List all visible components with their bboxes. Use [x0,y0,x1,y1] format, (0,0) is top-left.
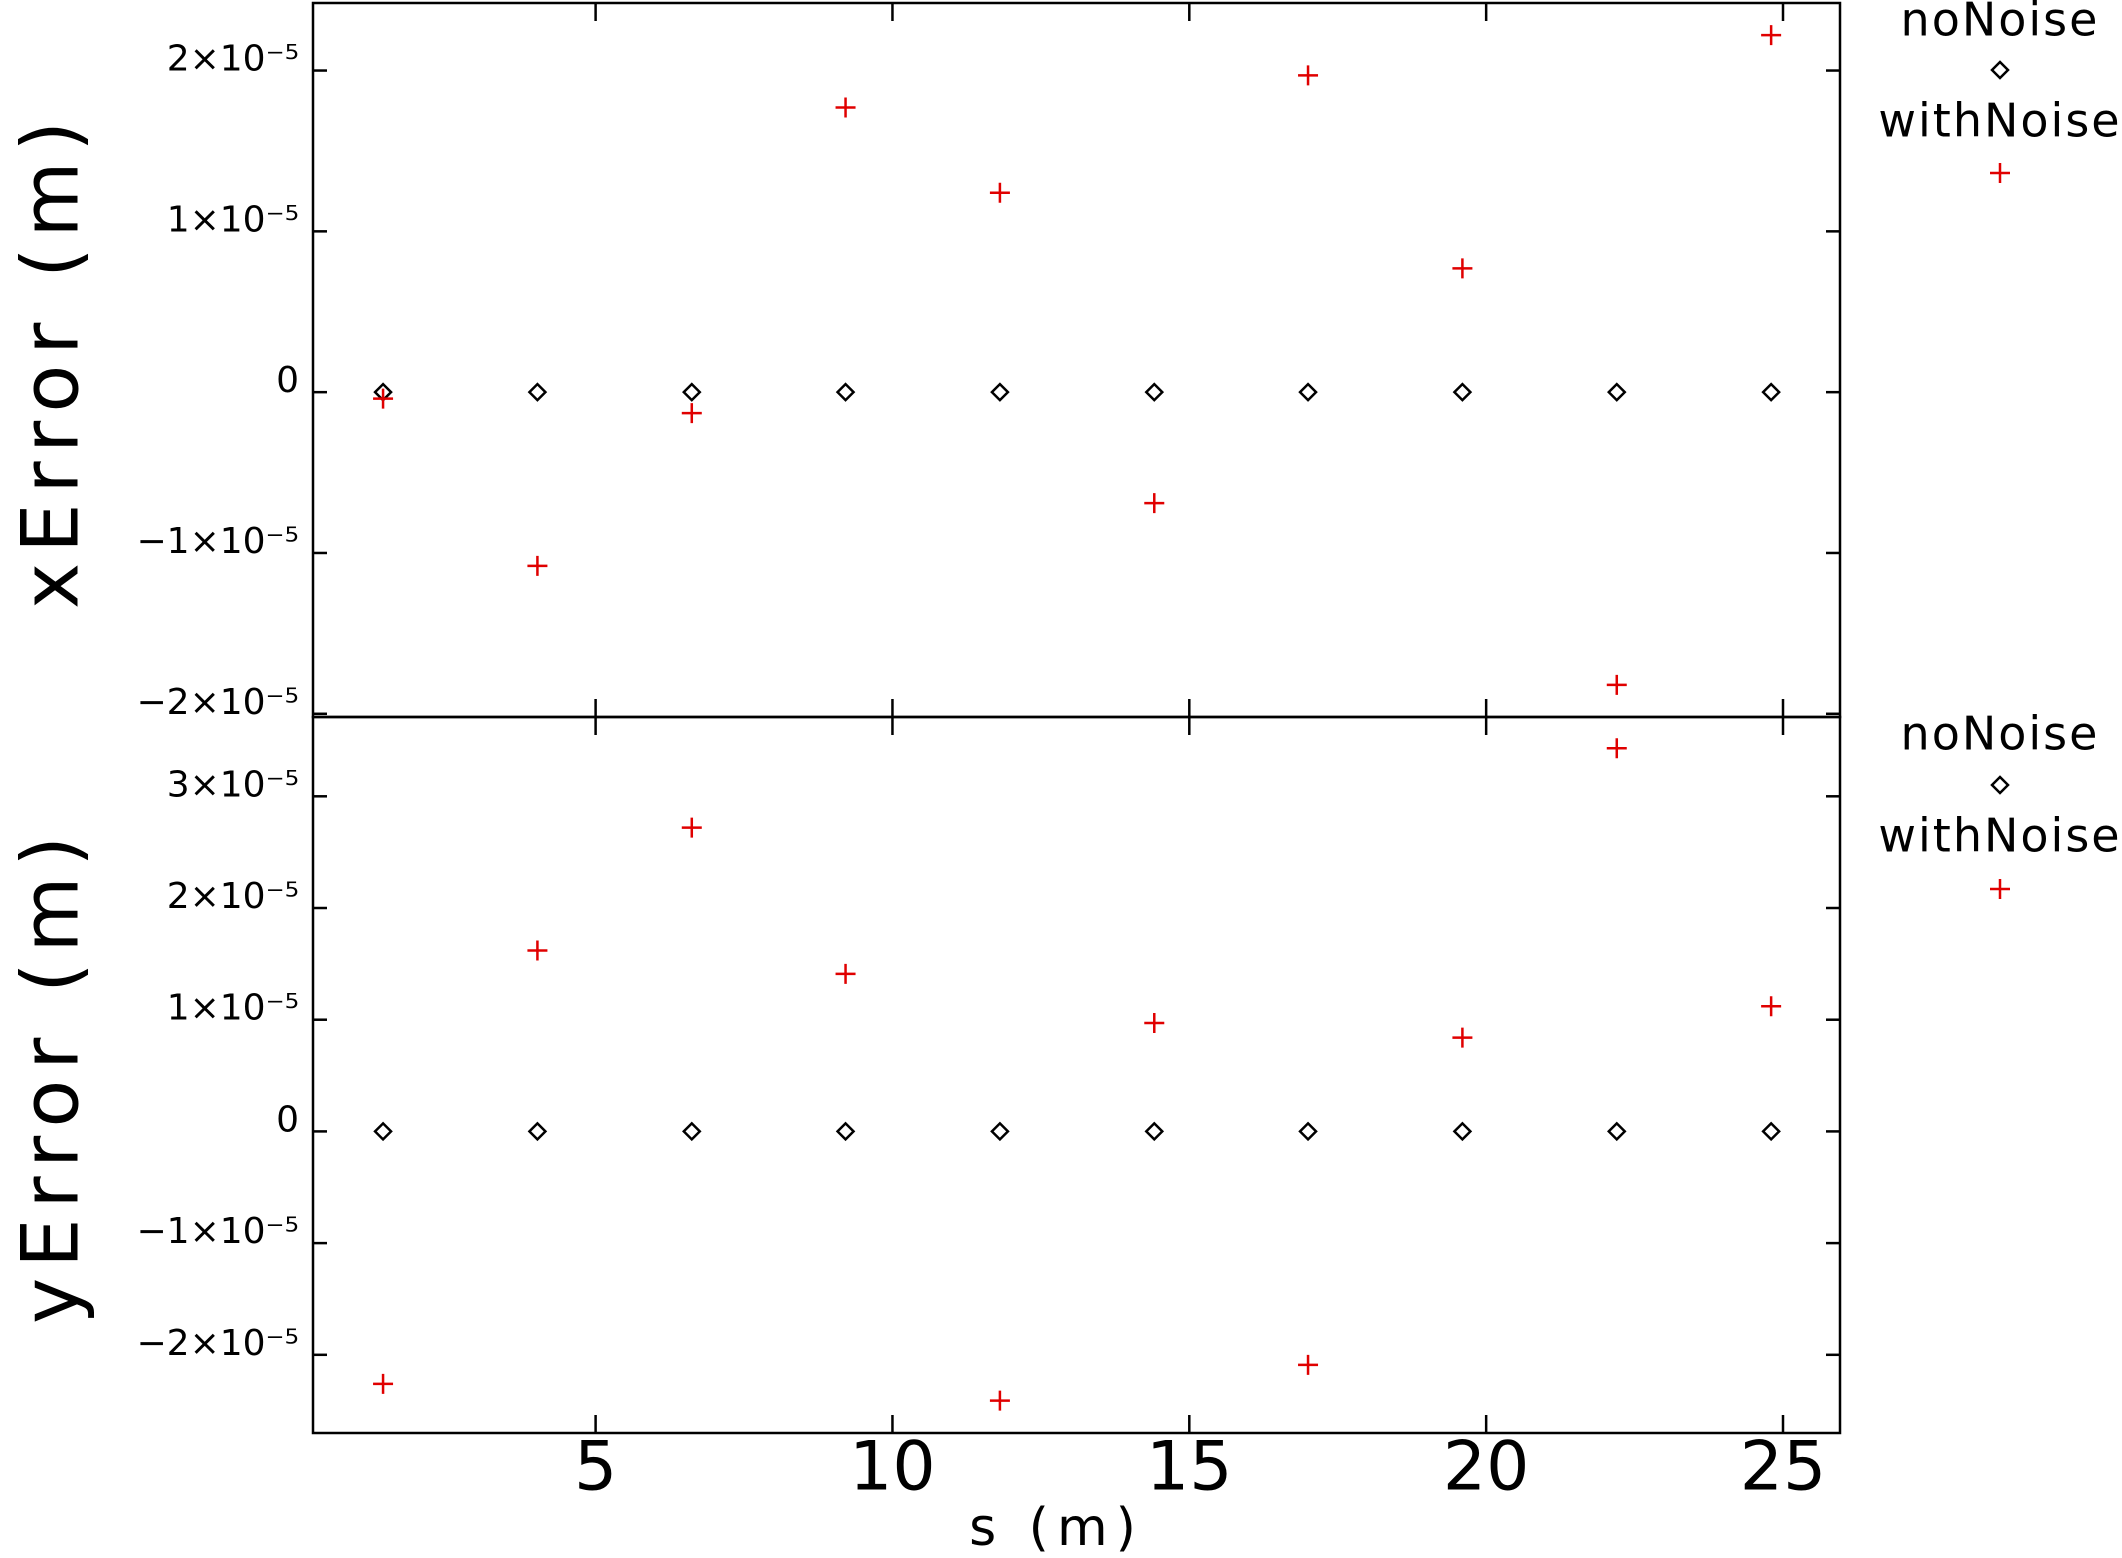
point [681,817,702,838]
legend-label: withNoise [1878,94,2121,148]
plot-frame [311,1,1842,719]
y-tick-label: 0 [276,1099,299,1140]
point [1761,25,1782,46]
point [1761,1121,1781,1142]
point [989,182,1010,203]
point [835,963,856,984]
point [682,1121,702,1142]
point [681,403,702,424]
point [1761,382,1781,402]
y-tick-label: −1×10⁻⁵ [137,521,299,562]
point [527,555,548,576]
plot-frame [311,715,1842,1435]
point [1298,382,1318,402]
y-tick-label: −1×10⁻⁵ [137,1211,299,1252]
y-tick-label: 0 [276,360,299,401]
point [373,1373,394,1394]
point [1606,674,1627,695]
point [1452,258,1473,279]
point [990,382,1010,402]
point [1298,65,1319,86]
point [1144,1121,1165,1142]
point [1452,382,1473,402]
x-tick-label: 25 [1740,1428,1827,1507]
point [1298,1121,1318,1142]
point [1144,382,1165,402]
point [1761,996,1782,1017]
y-axis-label: xError (m) [6,111,96,609]
point [527,940,548,961]
point [1452,1027,1473,1048]
point [989,1390,1010,1411]
legend-marker [1990,775,2010,795]
point [1144,493,1165,514]
point [1452,1121,1473,1142]
point [835,97,856,118]
point [835,382,856,402]
x-tick-label: 20 [1443,1428,1530,1507]
point [1607,1121,1627,1142]
y-tick-label: 3×10⁻⁵ [167,764,299,805]
point [1144,1013,1165,1034]
point [1606,738,1627,759]
point [835,1121,856,1142]
legend-marker [1990,879,2010,899]
legend-marker [1990,163,2010,183]
point [527,382,548,402]
point [1607,382,1627,402]
point [527,1121,548,1142]
y-tick-label: 1×10⁻⁵ [167,199,299,240]
legend-label: noNoise [1901,707,2100,761]
legend-label: noNoise [1901,0,2100,47]
y-tick-label: 2×10⁻⁵ [167,39,299,80]
y-tick-label: −2×10⁻⁵ [137,1323,299,1364]
y-tick-label: 1×10⁻⁵ [167,988,299,1029]
y-axis-label: yError (m) [6,826,96,1324]
x-axis-label: s (m) [969,1498,1144,1558]
y-tick-label: 2×10⁻⁵ [167,876,299,917]
x-tick-label: 10 [849,1428,936,1507]
point [373,388,394,409]
x-tick-label: 15 [1146,1428,1233,1507]
point [373,1121,393,1142]
legend-marker [1990,60,2010,80]
y-tick-label: −2×10⁻⁵ [137,682,299,723]
point [990,1121,1010,1142]
x-tick-label: 5 [574,1428,617,1507]
legend-label: withNoise [1878,809,2121,863]
point [682,382,702,402]
point [1298,1354,1319,1375]
